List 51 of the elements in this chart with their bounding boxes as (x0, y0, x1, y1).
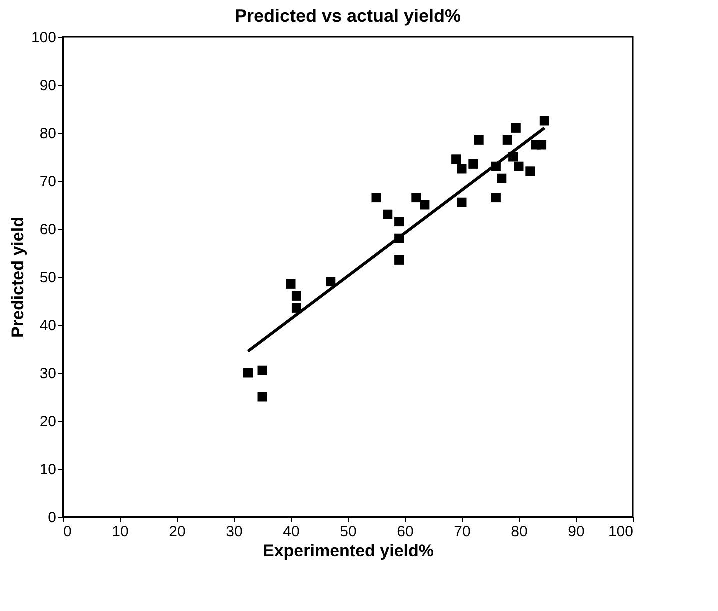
y-axis-title: Predicted yield (8, 217, 28, 338)
x-tick-label: 80 (511, 524, 528, 540)
y-tick-label: 100 (31, 30, 56, 46)
point (244, 368, 253, 378)
point (412, 193, 422, 203)
y-tick-label: 20 (40, 414, 56, 430)
point (526, 166, 536, 176)
point (514, 162, 524, 172)
point (491, 193, 501, 203)
point (372, 193, 382, 203)
y-tick-label: 0 (48, 510, 56, 526)
point (292, 291, 302, 301)
point (258, 366, 268, 376)
point (474, 135, 484, 145)
y-tick-label: 80 (40, 126, 56, 142)
point (258, 392, 268, 402)
point (502, 135, 512, 145)
x-tick-label: 60 (397, 524, 414, 540)
point (540, 116, 550, 126)
point (452, 154, 462, 164)
y-tick-label: 30 (40, 366, 56, 382)
x-tick-label: 0 (64, 524, 72, 540)
point (326, 277, 336, 287)
point (537, 140, 547, 150)
x-tick-label: 30 (226, 524, 243, 540)
y-tick-label: 50 (40, 270, 56, 286)
y-tick-label: 90 (40, 78, 56, 94)
point (457, 164, 467, 174)
point (420, 200, 430, 210)
point (394, 217, 404, 227)
point (457, 198, 467, 208)
x-axis-title: Experimented yield% (262, 542, 434, 560)
point (383, 210, 393, 220)
point (292, 303, 302, 313)
x-tick-label: 40 (283, 524, 300, 540)
point (497, 174, 507, 184)
x-tick-label: 50 (340, 524, 357, 540)
point (468, 159, 478, 169)
x-tick-label: 100 (608, 524, 634, 540)
y-tick-label: 10 (40, 462, 56, 478)
x-tick-label: 20 (169, 524, 186, 540)
y-tick-label: 60 (40, 222, 56, 238)
point (511, 123, 521, 133)
y-tick-label: 40 (40, 318, 56, 334)
x-tick-label: 90 (568, 524, 585, 540)
chart-title: Predicted vs actual yield% (234, 6, 462, 26)
y-tick-label: 70 (40, 174, 56, 190)
point (394, 255, 404, 265)
x-tick-label: 10 (112, 524, 129, 540)
x-tick-label: 70 (454, 524, 471, 540)
point (286, 279, 296, 289)
